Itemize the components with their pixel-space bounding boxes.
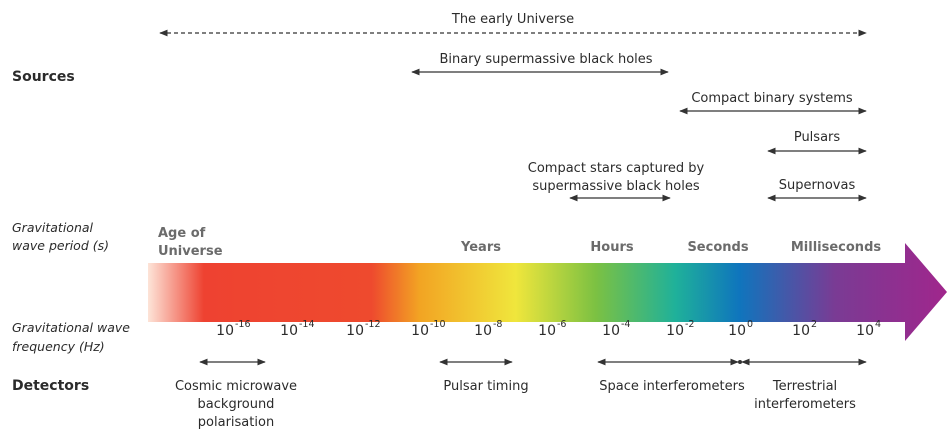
section-label: Gravitational [12, 220, 94, 235]
section-label: Detectors [12, 378, 89, 394]
source-label: supermassive black holes [532, 179, 699, 194]
tick-exponent: -2 [685, 319, 694, 330]
tick-exponent: -12 [365, 319, 381, 330]
detector-label: Pulsar timing [443, 379, 528, 394]
tick-base: 10 [411, 323, 429, 339]
joint-dot [738, 360, 742, 364]
tick-exponent: -6 [557, 319, 566, 330]
detector-label: Cosmic microwave [175, 379, 297, 394]
section-label: wave period (s) [12, 238, 109, 253]
spectrum-arrow [148, 243, 947, 341]
period-label: Years [460, 240, 501, 255]
section-label: Sources [12, 69, 75, 85]
tick-exponent: -8 [493, 319, 502, 330]
section-label: frequency (Hz) [12, 339, 105, 354]
source-label: Supernovas [779, 178, 856, 193]
period-label: Milliseconds [791, 240, 882, 255]
tick-base: 10 [856, 323, 874, 339]
tick-base: 10 [216, 323, 234, 339]
source-label: The early Universe [451, 12, 574, 27]
tick-base: 10 [602, 323, 620, 339]
source-label: Compact binary systems [691, 91, 853, 106]
tick-exponent: 0 [747, 319, 753, 330]
tick-exponent: -4 [621, 319, 630, 330]
section-label: Gravitational wave [12, 320, 130, 335]
detector-label: Space interferometers [599, 379, 745, 394]
tick-exponent: -14 [299, 319, 315, 330]
tick-exponent: -10 [430, 319, 446, 330]
source-label: Pulsars [794, 130, 841, 145]
source-label: Compact stars captured by [528, 161, 705, 176]
tick-base: 10 [728, 323, 746, 339]
detector-label: Terrestrial [772, 379, 837, 394]
period-label: Age of [158, 226, 206, 241]
tick-base: 10 [666, 323, 684, 339]
source-label: Binary supermassive black holes [439, 52, 652, 67]
period-label: Universe [158, 244, 223, 259]
tick-exponent: 2 [811, 319, 817, 330]
tick-exponent: -16 [235, 319, 251, 330]
tick-base: 10 [280, 323, 298, 339]
period-label: Hours [590, 240, 633, 255]
tick-exponent: 4 [875, 319, 881, 330]
period-label: Seconds [687, 240, 748, 255]
detector-label: polarisation [198, 415, 274, 430]
tick-base: 10 [346, 323, 364, 339]
detector-label: interferometers [754, 397, 856, 412]
tick-base: 10 [474, 323, 492, 339]
tick-base: 10 [792, 323, 810, 339]
detector-label: background [198, 397, 275, 412]
tick-base: 10 [538, 323, 556, 339]
